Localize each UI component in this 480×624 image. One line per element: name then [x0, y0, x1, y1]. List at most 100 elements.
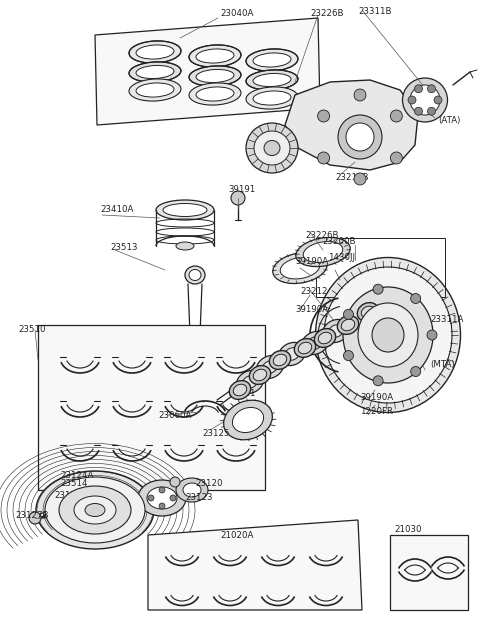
Ellipse shape	[189, 45, 241, 67]
Ellipse shape	[189, 66, 241, 86]
Text: 23124A: 23124A	[60, 470, 94, 479]
Circle shape	[411, 293, 420, 303]
Text: 23127B: 23127B	[15, 512, 48, 520]
Text: 23060A: 23060A	[158, 411, 192, 419]
Ellipse shape	[156, 200, 214, 220]
Ellipse shape	[328, 324, 344, 338]
Ellipse shape	[237, 371, 264, 394]
Circle shape	[354, 173, 366, 185]
Ellipse shape	[246, 70, 298, 90]
Text: 23311A: 23311A	[430, 316, 463, 324]
Ellipse shape	[176, 478, 208, 502]
Ellipse shape	[136, 66, 174, 79]
Ellipse shape	[358, 303, 418, 367]
Ellipse shape	[129, 41, 181, 63]
Ellipse shape	[273, 354, 287, 366]
Text: 23126A: 23126A	[54, 492, 87, 500]
Ellipse shape	[301, 331, 328, 354]
Polygon shape	[148, 520, 362, 610]
Text: 23211B: 23211B	[335, 173, 369, 182]
Circle shape	[159, 487, 165, 493]
Circle shape	[428, 107, 435, 115]
Ellipse shape	[229, 381, 251, 399]
Ellipse shape	[357, 303, 379, 321]
Polygon shape	[95, 18, 320, 125]
Ellipse shape	[372, 318, 404, 352]
Text: (ATA): (ATA)	[438, 115, 460, 125]
Ellipse shape	[232, 407, 264, 432]
Ellipse shape	[185, 266, 205, 284]
Ellipse shape	[129, 62, 181, 82]
Polygon shape	[390, 535, 468, 610]
Ellipse shape	[85, 504, 105, 517]
Text: 1220FR: 1220FR	[360, 407, 393, 416]
Circle shape	[344, 351, 353, 361]
Circle shape	[434, 96, 442, 104]
Text: 23120: 23120	[195, 479, 223, 487]
Ellipse shape	[136, 83, 174, 97]
Ellipse shape	[294, 339, 316, 358]
Text: 21030: 21030	[394, 525, 421, 535]
Ellipse shape	[343, 287, 433, 383]
Ellipse shape	[298, 342, 312, 354]
Circle shape	[354, 89, 366, 101]
Ellipse shape	[337, 316, 359, 334]
Ellipse shape	[163, 203, 207, 217]
Ellipse shape	[129, 79, 181, 101]
Circle shape	[29, 512, 41, 524]
Ellipse shape	[242, 376, 258, 388]
Ellipse shape	[284, 348, 300, 361]
Ellipse shape	[253, 369, 267, 381]
Ellipse shape	[189, 83, 241, 105]
Circle shape	[231, 191, 245, 205]
Ellipse shape	[303, 241, 343, 263]
Text: 23226B: 23226B	[310, 9, 344, 19]
Polygon shape	[285, 80, 418, 170]
Ellipse shape	[138, 480, 186, 516]
Ellipse shape	[350, 311, 366, 324]
Text: 39191: 39191	[228, 185, 255, 195]
Text: 39190A: 39190A	[360, 394, 393, 402]
Text: 23040A: 23040A	[220, 9, 253, 17]
Circle shape	[411, 366, 420, 376]
Ellipse shape	[278, 343, 305, 366]
Text: 23226B: 23226B	[305, 230, 338, 240]
Text: 23513: 23513	[110, 243, 137, 253]
Circle shape	[338, 115, 382, 159]
Ellipse shape	[74, 496, 116, 524]
Polygon shape	[38, 325, 265, 490]
Ellipse shape	[196, 49, 234, 63]
Circle shape	[346, 123, 374, 151]
Ellipse shape	[179, 329, 211, 357]
Ellipse shape	[147, 487, 177, 509]
Ellipse shape	[246, 123, 298, 173]
Ellipse shape	[253, 74, 291, 87]
Circle shape	[170, 477, 180, 487]
Text: 23200B: 23200B	[322, 238, 356, 246]
Ellipse shape	[262, 361, 278, 373]
Ellipse shape	[264, 140, 280, 155]
Text: (MTA): (MTA)	[430, 361, 455, 369]
Circle shape	[373, 284, 383, 294]
Ellipse shape	[361, 306, 375, 318]
Circle shape	[318, 110, 330, 122]
Ellipse shape	[253, 91, 291, 105]
Ellipse shape	[410, 85, 440, 115]
Circle shape	[373, 376, 383, 386]
Ellipse shape	[314, 329, 336, 348]
Text: 39190A: 39190A	[295, 258, 328, 266]
Ellipse shape	[296, 237, 350, 266]
Ellipse shape	[324, 267, 452, 403]
Circle shape	[344, 310, 353, 319]
Ellipse shape	[315, 258, 460, 412]
Ellipse shape	[233, 384, 247, 396]
Ellipse shape	[307, 336, 323, 349]
Circle shape	[390, 152, 402, 164]
Ellipse shape	[224, 400, 272, 440]
Text: 23123: 23123	[185, 494, 213, 502]
Ellipse shape	[341, 319, 355, 331]
Ellipse shape	[36, 471, 154, 549]
Ellipse shape	[246, 87, 298, 109]
Text: 21020A: 21020A	[220, 530, 253, 540]
Ellipse shape	[318, 332, 332, 344]
